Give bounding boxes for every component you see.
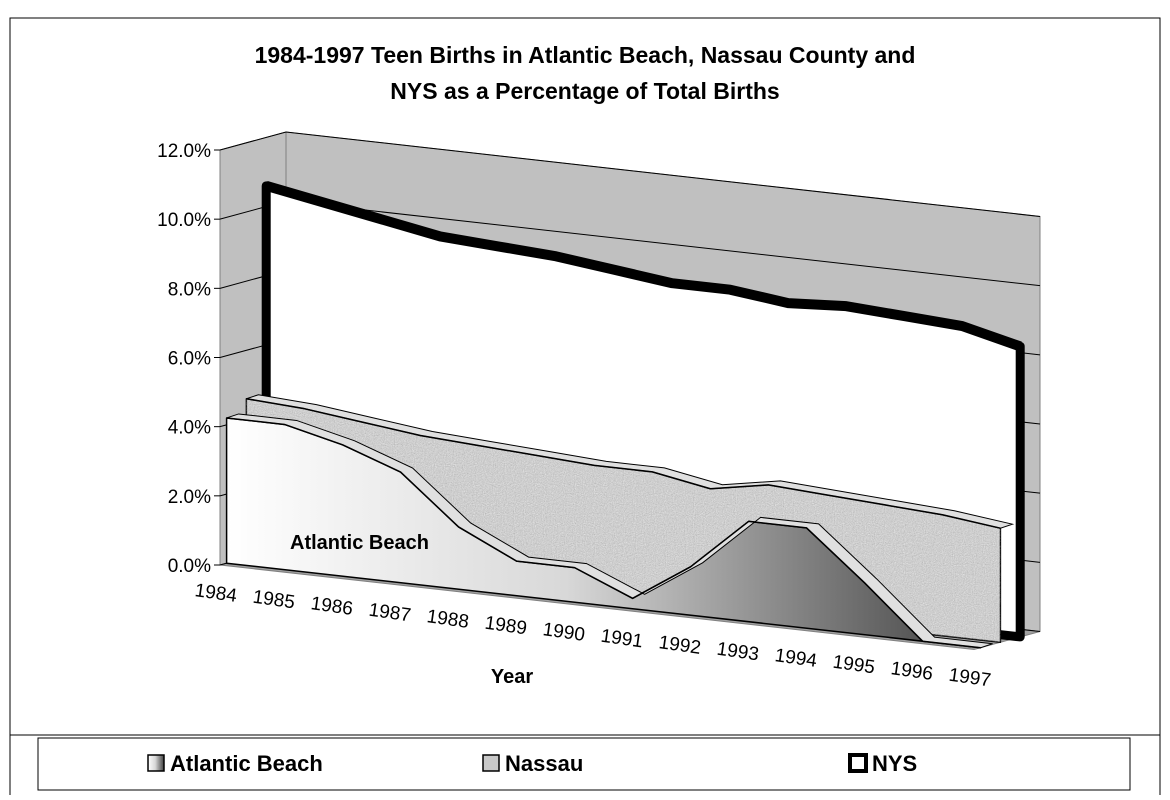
- legend-items: Atlantic Beach Nassau NYS: [147, 751, 917, 776]
- y-tick-label: 12.0%: [157, 141, 211, 162]
- y-tick-label: 8.0%: [168, 279, 211, 300]
- x-axis-label: Year: [491, 666, 533, 688]
- legend-label: NYS: [872, 751, 917, 776]
- legend-swatch: [482, 754, 500, 772]
- y-tick-label: 2.0%: [168, 487, 211, 508]
- chart-title: 1984-1997 Teen Births in Atlantic Beach,…: [255, 42, 916, 68]
- series-line: [246, 397, 1001, 529]
- annotation: Atlantic Beach: [290, 532, 429, 554]
- series-line: [226, 417, 981, 649]
- legend-swatch: [147, 754, 165, 772]
- legend-label: Nassau: [505, 751, 583, 776]
- series-line: [264, 181, 1022, 352]
- y-tick-label: 4.0%: [168, 418, 211, 439]
- y-tick-label: 10.0%: [157, 210, 211, 231]
- chart-title: NYS as a Percentage of Total Births: [390, 78, 779, 104]
- legend-swatch: [848, 753, 868, 773]
- grid-line: [219, 131, 1041, 217]
- legend: [37, 737, 1131, 791]
- y-tick-label: 6.0%: [168, 349, 211, 370]
- y-tick-label: 0.0%: [168, 556, 211, 577]
- plot-area: 0.0%2.0%4.0%6.0%8.0%10.0%12.0%1984 1985 19…: [157, 131, 1041, 691]
- legend-label: Atlantic Beach: [170, 751, 323, 776]
